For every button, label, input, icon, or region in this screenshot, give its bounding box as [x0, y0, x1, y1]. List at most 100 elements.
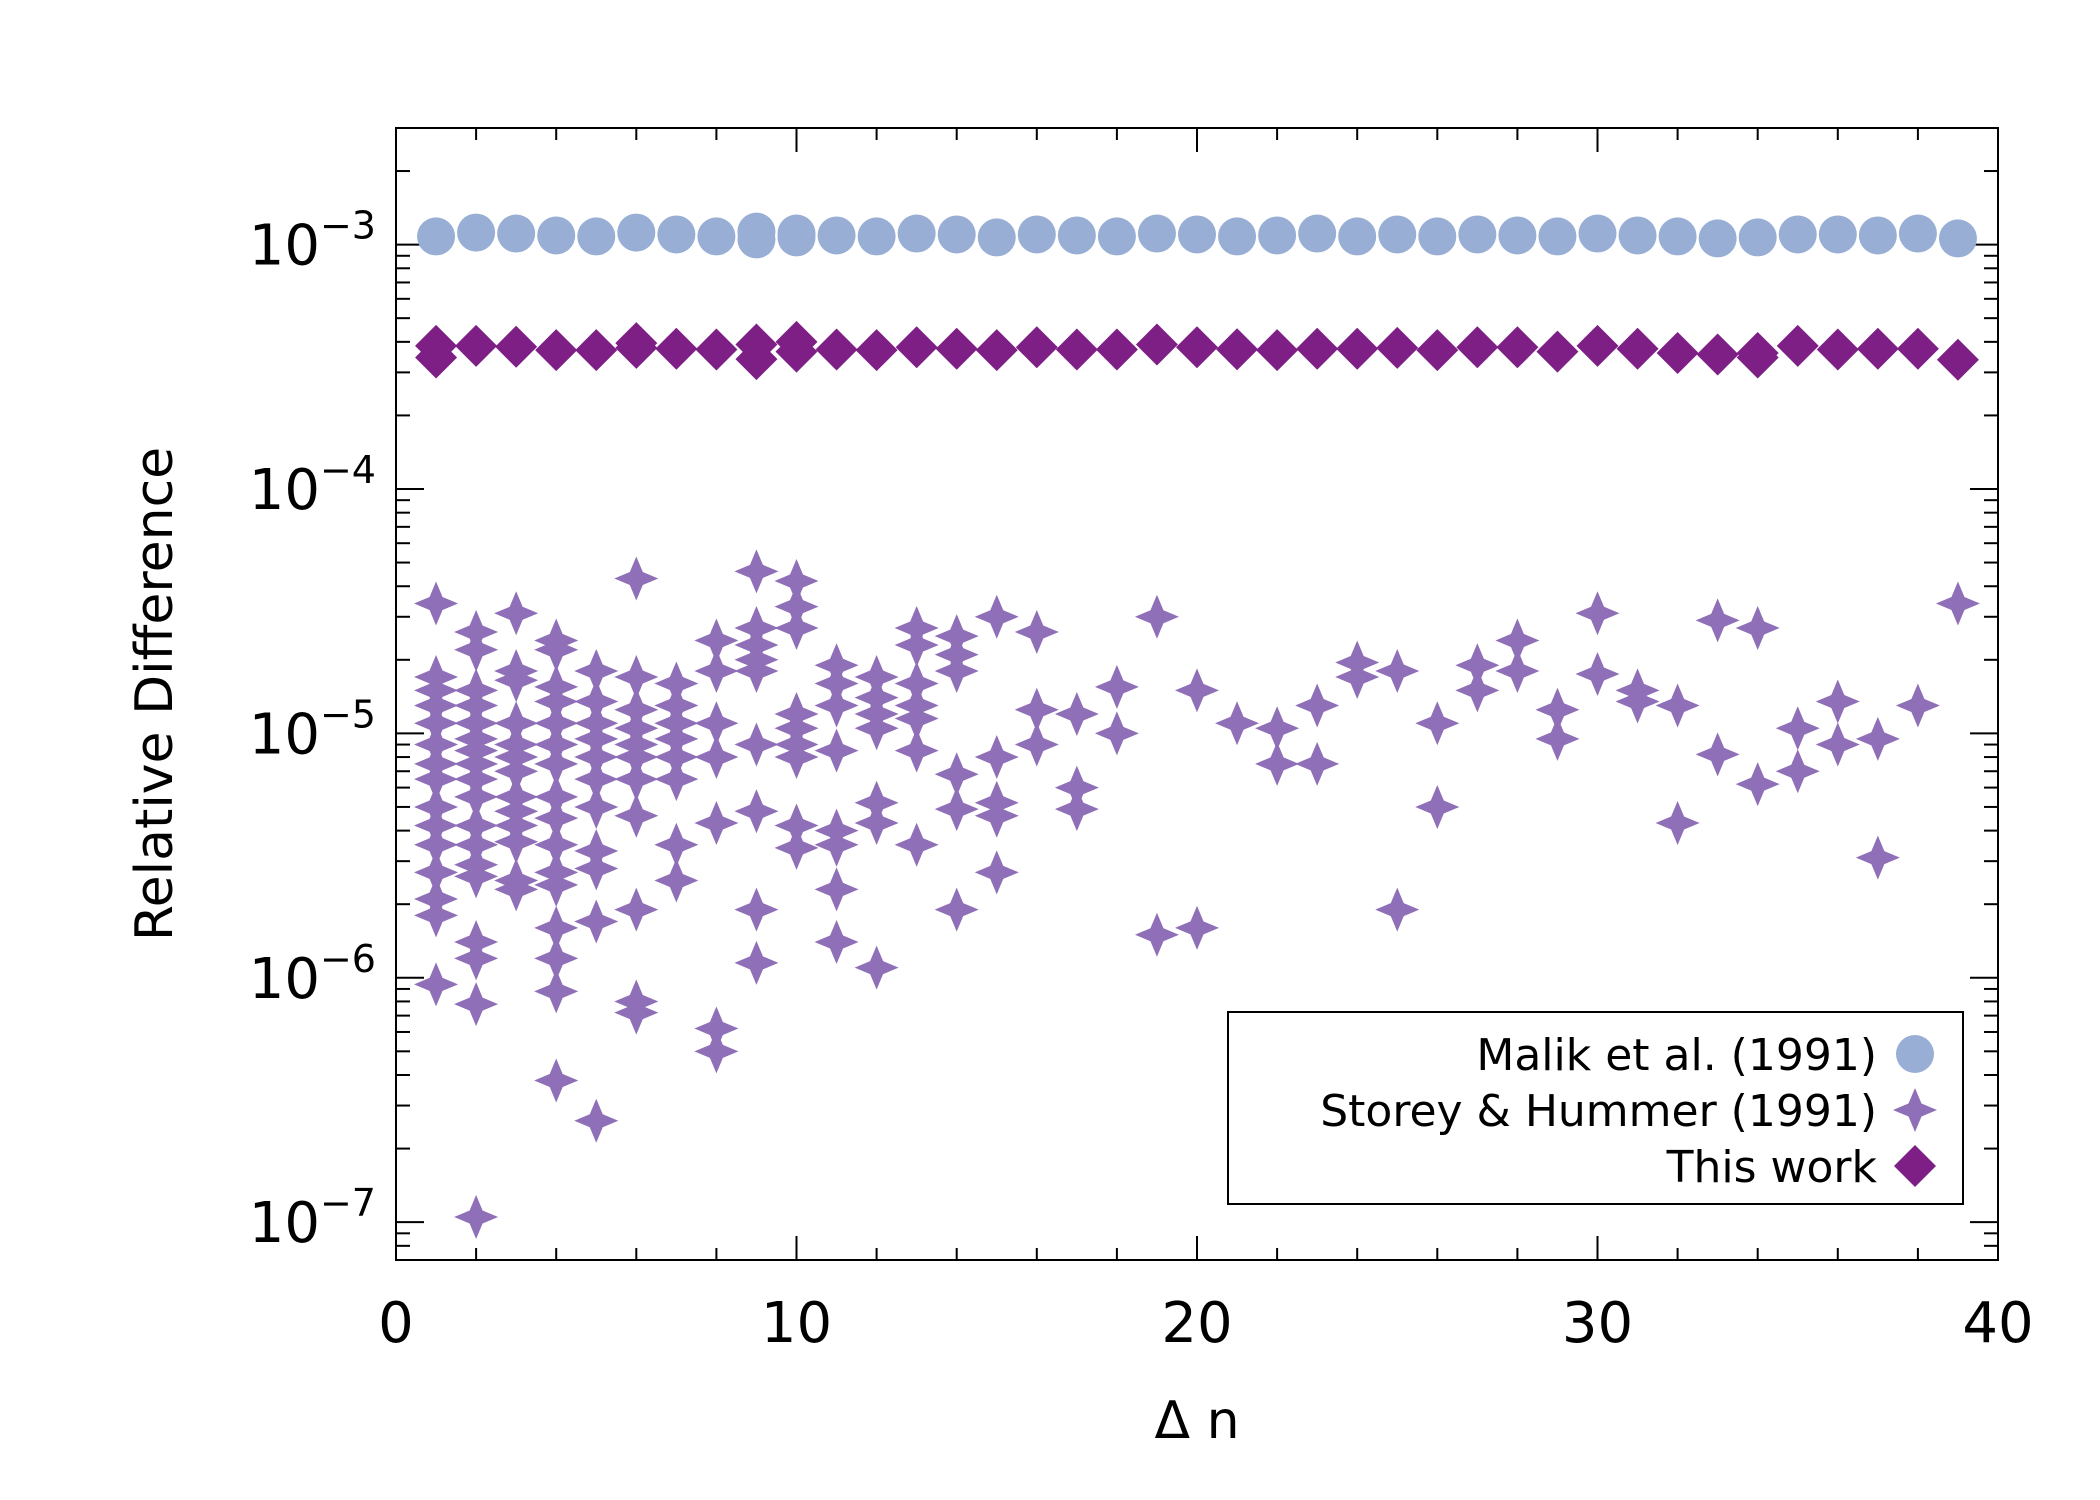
data-point-star — [454, 774, 499, 819]
data-point-diamond — [1176, 326, 1218, 369]
data-point-star — [1134, 594, 1179, 639]
data-point-star — [1535, 716, 1580, 761]
data-point-circle — [1458, 215, 1497, 254]
data-point-star — [894, 728, 939, 773]
data-point-star — [1295, 741, 1340, 786]
series-diamond — [415, 320, 1979, 381]
data-point-star — [1455, 668, 1500, 713]
data-point-diamond — [1816, 328, 1859, 371]
data-point-star — [414, 962, 459, 1007]
data-point-star — [974, 793, 1019, 838]
data-point-star — [1175, 668, 1219, 713]
data-point-circle — [1378, 215, 1417, 254]
data-point-circle — [657, 215, 696, 254]
data-point-star — [1415, 784, 1460, 829]
data-point-star — [1735, 762, 1780, 807]
data-point-circle — [1258, 216, 1297, 255]
data-point-star — [694, 1006, 739, 1051]
x-tick-label: 30 — [1562, 1291, 1633, 1356]
data-point-star — [414, 581, 459, 626]
data-point-star — [1014, 722, 1059, 767]
data-point-star — [934, 787, 979, 832]
data-point-star — [534, 822, 579, 867]
data-point-circle — [817, 216, 856, 255]
data-point-star — [814, 728, 859, 773]
data-point-star — [1335, 655, 1380, 700]
data-point-diamond — [1576, 324, 1619, 367]
data-point-star — [1495, 618, 1540, 663]
data-point-circle — [1017, 215, 1056, 254]
data-point-star — [694, 618, 739, 663]
data-point-star — [894, 622, 939, 667]
data-point-circle — [1938, 219, 1977, 258]
data-point-circle — [1858, 216, 1897, 255]
data-point-diamond — [975, 329, 1018, 372]
data-point-diamond — [1336, 327, 1379, 370]
data-point-star — [1495, 648, 1540, 693]
data-point-star — [1615, 679, 1660, 724]
data-point-star — [1175, 905, 1219, 950]
data-point-star — [574, 757, 619, 802]
data-point-diamond — [1135, 323, 1178, 366]
data-point-star — [1695, 732, 1740, 777]
data-point-diamond — [815, 328, 858, 371]
data-point-star — [574, 899, 619, 944]
data-point-diamond — [775, 330, 818, 373]
data-point-star — [1094, 664, 1139, 709]
data-point-diamond — [1776, 324, 1819, 367]
points-layer — [414, 212, 1980, 1239]
data-point-star — [654, 661, 699, 706]
data-point-circle — [1218, 217, 1257, 256]
y-tick-label: 10−5 — [249, 692, 376, 767]
data-point-star — [654, 858, 699, 903]
data-point-circle — [1338, 217, 1377, 256]
data-point-star — [734, 549, 779, 594]
data-point-star — [814, 661, 859, 706]
series-circle — [417, 212, 1977, 259]
data-point-circle — [1658, 217, 1697, 256]
data-point-diamond — [1896, 327, 1939, 370]
data-point-circle — [1538, 217, 1577, 256]
data-point-star — [1375, 648, 1420, 693]
data-point-diamond — [1736, 336, 1779, 379]
data-point-star — [574, 648, 619, 693]
data-point-star — [734, 648, 779, 693]
data-point-star — [1255, 706, 1300, 751]
data-point-star — [534, 862, 579, 907]
legend-label: Storey & Hummer (1991) — [1320, 1086, 1877, 1137]
data-point-diamond — [1376, 326, 1419, 369]
y-tick-label: 10−3 — [249, 204, 376, 279]
data-point-star — [614, 990, 659, 1035]
data-point-star — [894, 822, 939, 867]
data-point-star — [414, 757, 459, 802]
data-point-diamond — [1256, 329, 1299, 372]
data-point-star — [1054, 787, 1099, 832]
data-point-star — [494, 819, 539, 864]
data-point-star — [614, 655, 659, 700]
legend-entries: Malik et al. (1991)Storey & Hummer (1991… — [1320, 1030, 1937, 1193]
data-point-circle — [977, 218, 1016, 257]
data-point-star — [534, 905, 579, 950]
data-point-star — [614, 757, 659, 802]
data-point-star — [894, 661, 939, 706]
data-point-star — [534, 627, 579, 672]
y-tick-label: 10−6 — [249, 937, 376, 1012]
data-point-star — [1855, 835, 1900, 880]
y-tick-label: 10−4 — [249, 448, 376, 523]
data-point-diamond — [1656, 332, 1699, 375]
data-point-star — [1295, 683, 1340, 728]
data-point-star — [1014, 609, 1059, 654]
data-point-star — [414, 850, 459, 895]
data-point-star — [774, 559, 819, 604]
data-point-star — [934, 648, 979, 693]
y-axis-title: Relative Difference — [125, 447, 185, 941]
data-point-star — [1375, 887, 1420, 932]
data-point-diamond — [495, 325, 538, 368]
data-point-star — [734, 887, 779, 932]
data-point-star — [494, 749, 539, 794]
data-point-star — [694, 1029, 739, 1074]
data-point-circle — [1698, 219, 1737, 258]
data-point-star — [1094, 711, 1139, 756]
data-point-star — [774, 803, 819, 848]
